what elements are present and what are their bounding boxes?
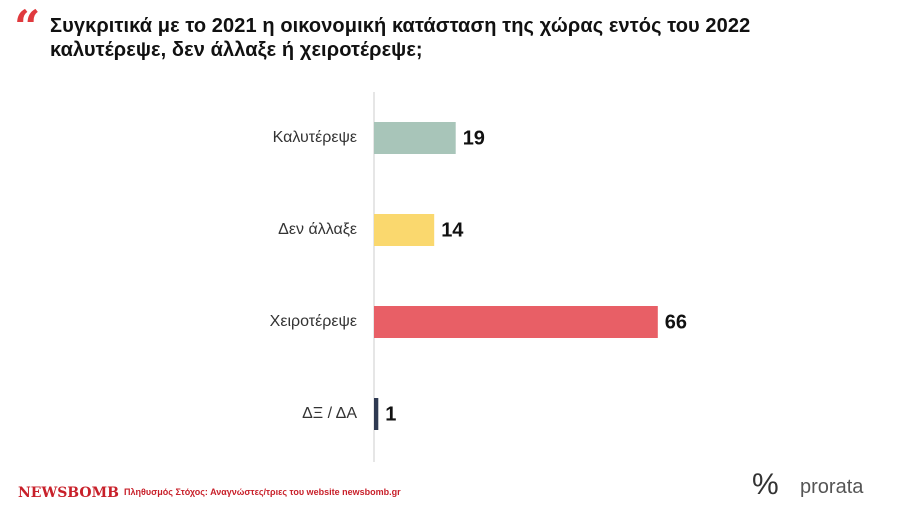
brand: NEWSBOMB [18, 485, 119, 501]
logo: prorata [800, 476, 864, 498]
y-tick-label: Χειροτέρεψε [270, 313, 357, 330]
value-label: 19 [463, 127, 485, 149]
quote-mark: “ [14, 0, 41, 54]
y-tick-label: Δεν άλλαξε [278, 221, 357, 238]
value-label: 14 [441, 219, 464, 241]
bar [374, 306, 658, 338]
y-tick-label: Καλυτέρεψε [273, 129, 357, 146]
value-label: 66 [665, 311, 687, 333]
chart-title: Συγκριτικά με το 2021 η οικονομική κατάσ… [50, 15, 751, 61]
bar [374, 398, 379, 430]
icon: % [752, 468, 779, 501]
bar [374, 122, 456, 154]
y-tick-label: ΔΞ / ΔΑ [302, 405, 357, 422]
value-label: 1 [385, 403, 396, 425]
bar [374, 214, 435, 246]
footnote: Πληθυσμός Στόχος: Αναγνώστες/τριες του w… [124, 487, 401, 497]
